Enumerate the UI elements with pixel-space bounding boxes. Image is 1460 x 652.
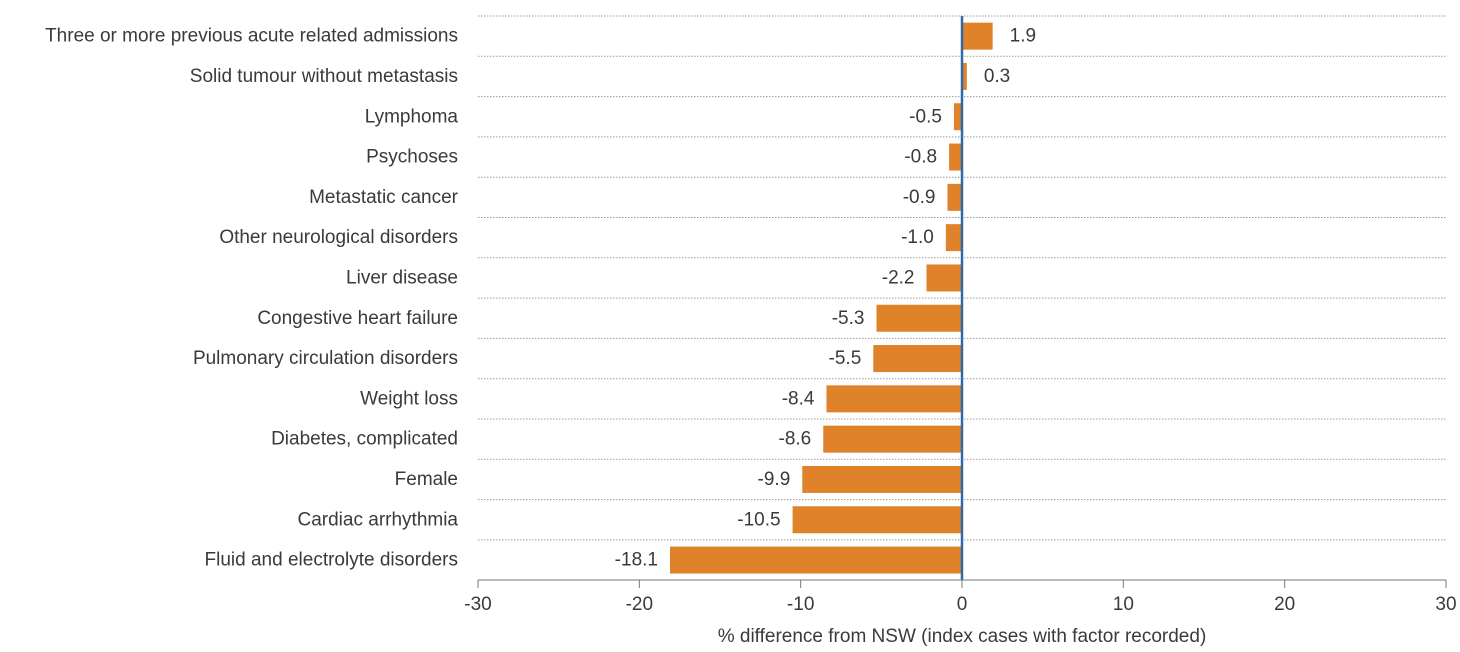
category-label: Metastatic cancer: [309, 187, 459, 208]
data-label: -0.9: [903, 187, 936, 208]
x-tick-label: -20: [626, 594, 653, 615]
category-label: Solid tumour without metastasis: [190, 66, 458, 87]
bar: [802, 465, 962, 493]
data-label: -8.6: [779, 429, 812, 450]
data-label: -5.5: [829, 348, 862, 369]
category-label: Other neurological disorders: [219, 227, 458, 248]
bar: [926, 264, 962, 292]
bar: [669, 546, 962, 574]
data-label: -9.9: [758, 469, 791, 490]
bars: [669, 22, 993, 574]
category-label: Three or more previous acute related adm…: [45, 26, 458, 47]
category-label: Congestive heart failure: [257, 308, 458, 329]
category-labels: Three or more previous acute related adm…: [45, 26, 459, 571]
bar: [947, 183, 962, 211]
data-label: -5.3: [832, 308, 865, 329]
bar: [823, 425, 962, 453]
x-tick-label: 30: [1435, 594, 1456, 615]
bar: [949, 143, 962, 171]
category-label: Psychoses: [366, 147, 458, 168]
x-tick-label: 0: [957, 594, 968, 615]
category-label: Diabetes, complicated: [271, 429, 458, 450]
category-label: Lymphoma: [365, 106, 459, 127]
x-tick-label: -30: [464, 594, 491, 615]
data-label: -2.2: [882, 267, 915, 288]
x-tick-label: 20: [1274, 594, 1295, 615]
category-label: Female: [395, 469, 458, 490]
category-label: Pulmonary circulation disorders: [193, 348, 458, 369]
bar: [962, 22, 993, 50]
bar: [945, 224, 962, 252]
data-label: -18.1: [615, 550, 658, 571]
data-label: 0.3: [984, 66, 1010, 87]
x-axis-title: % difference from NSW (index cases with …: [718, 626, 1207, 647]
bar: [792, 506, 962, 534]
data-label: -0.8: [904, 147, 937, 168]
bar: [873, 345, 962, 373]
x-tick-label: -10: [787, 594, 814, 615]
data-label: -8.4: [782, 388, 815, 409]
bar: [962, 62, 967, 90]
data-label: 1.9: [1010, 26, 1036, 47]
x-tick-label: 10: [1113, 594, 1134, 615]
category-label: Liver disease: [346, 267, 458, 288]
bar: [876, 304, 962, 332]
data-label: -10.5: [737, 509, 780, 530]
category-label: Cardiac arrhythmia: [298, 509, 459, 530]
data-label: -0.5: [909, 106, 942, 127]
category-label: Weight loss: [360, 388, 458, 409]
data-label: -1.0: [901, 227, 934, 248]
value-labels: 1.90.3 -0.5 -0.8 -0.9 -1.0 -2.2 -5.3 -5.5 -8.4 -8…: [615, 26, 1036, 571]
category-label: Fluid and electrolyte disorders: [205, 550, 458, 571]
bar: [826, 385, 962, 413]
x-axis: -30 -20 -10 0 10 20 30: [464, 579, 1457, 615]
bar: [953, 103, 962, 131]
